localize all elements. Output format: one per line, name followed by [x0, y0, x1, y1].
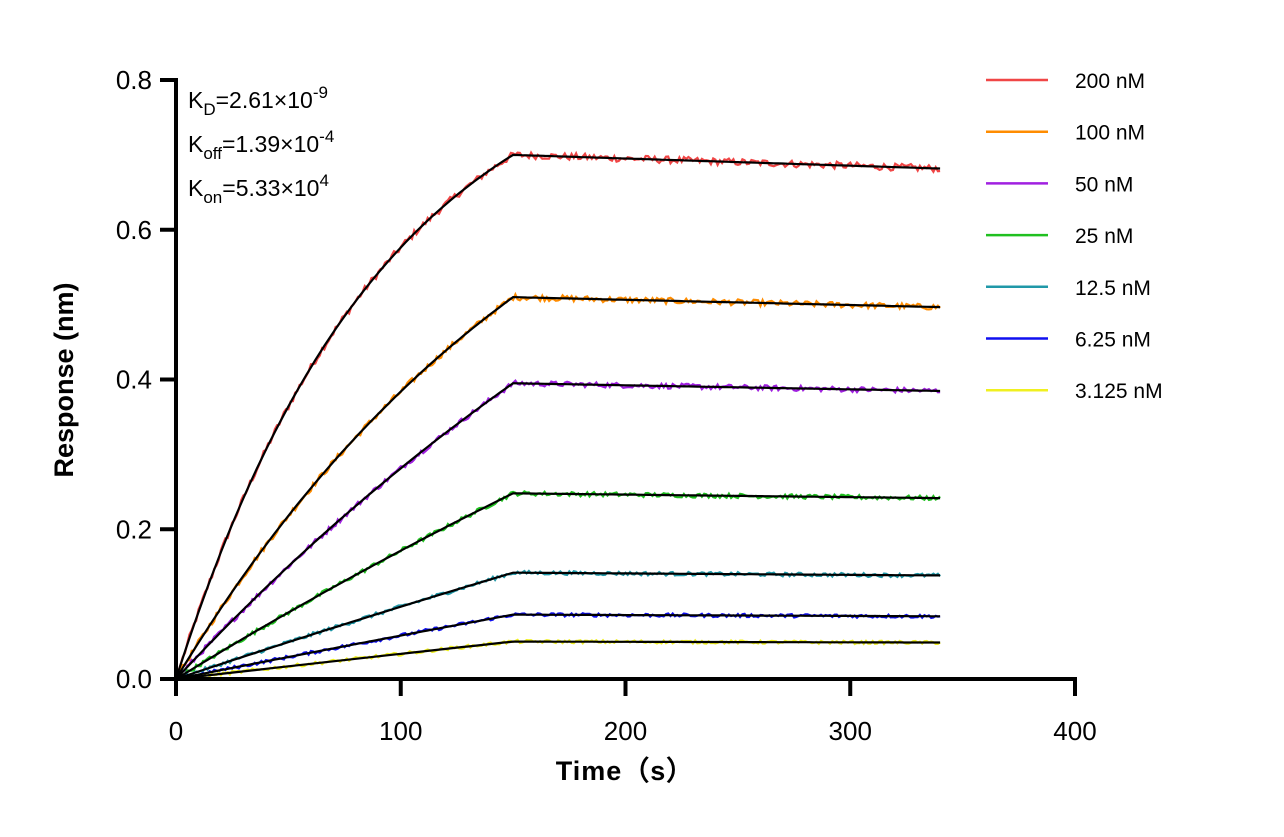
measured-trace-6.25nM [175, 611, 941, 681]
legend-item: 50 nM [986, 173, 1133, 196]
legend-label: 6.25 nM [1075, 329, 1151, 352]
y-axis-title: Response (nm) [49, 282, 79, 477]
legend-item: 3.125 nM [986, 380, 1163, 403]
constant-exponent: -4 [319, 127, 334, 146]
x-axis-title: Time（s） [556, 756, 695, 786]
y-tick-label: 0.0 [116, 664, 152, 694]
kinetic-constant-D: KD=2.61×10-9 [188, 83, 328, 119]
legend-label: 200 nM [1075, 70, 1145, 93]
plot-area [174, 150, 941, 681]
legend-label: 12.5 nM [1075, 277, 1151, 300]
legend-label: 3.125 nM [1075, 380, 1163, 403]
x-tick-label: 300 [829, 716, 872, 746]
legend-label: 100 nM [1075, 122, 1145, 145]
legend-item: 25 nM [986, 225, 1133, 248]
constant-symbol: K [188, 175, 204, 201]
constant-subscript: on [203, 188, 222, 207]
fit-curve-25nM [175, 492, 941, 680]
measured-trace-100nM [175, 291, 941, 680]
constant-exponent: -9 [313, 83, 328, 102]
constant-symbol: K [188, 131, 204, 157]
measured-trace-50nM [175, 379, 941, 680]
y-tick-label: 0.6 [116, 215, 152, 245]
kinetic-constant-on: Kon=5.33×104 [188, 171, 329, 207]
x-tick-label: 200 [604, 716, 647, 746]
constant-exponent: 4 [319, 171, 328, 190]
legend-item: 12.5 nM [986, 277, 1151, 300]
legend-label: 50 nM [1075, 173, 1133, 196]
constant-value: =2.61×10 [216, 87, 313, 113]
constant-value: =1.39×10 [222, 131, 319, 157]
constant-value: =5.33×10 [222, 175, 319, 201]
legend-item: 200 nM [986, 70, 1145, 93]
kinetic-constant-off: Koff=1.39×10-4 [188, 127, 334, 163]
x-tick-label: 100 [379, 716, 422, 746]
y-tick-label: 0.8 [116, 65, 152, 95]
constant-subscript: off [203, 144, 222, 163]
measured-trace-12.5nM [175, 569, 941, 681]
legend-label: 25 nM [1075, 225, 1133, 248]
x-tick-label: 400 [1053, 716, 1096, 746]
y-tick-label: 0.4 [116, 365, 152, 395]
measured-trace-25nM [175, 489, 941, 680]
fit-curve-3.125nM [175, 640, 941, 681]
fit-curve-6.25nM [175, 613, 941, 681]
fit-curve-200nM [174, 153, 941, 680]
measured-trace-200nM [174, 150, 941, 680]
fit-curve-50nM [175, 382, 941, 680]
measured-trace-3.125nM [175, 638, 941, 681]
fit-curve-100nM [175, 295, 941, 680]
y-tick-label: 0.2 [116, 514, 152, 544]
legend: 200 nM 100 nM 50 nM 25 nM 12.5 nM 6.25 nM 3.12… [986, 70, 1163, 403]
legend-item: 6.25 nM [986, 329, 1151, 352]
axes: 0.0 0.2 0.4 0.6 0.8 0 100 200 300 400 [116, 65, 1097, 746]
constant-symbol: K [188, 87, 204, 113]
x-tick-label: 0 [169, 716, 183, 746]
legend-item: 100 nM [986, 122, 1145, 145]
constant-subscript: D [203, 100, 215, 119]
fit-curve-12.5nM [175, 571, 941, 681]
